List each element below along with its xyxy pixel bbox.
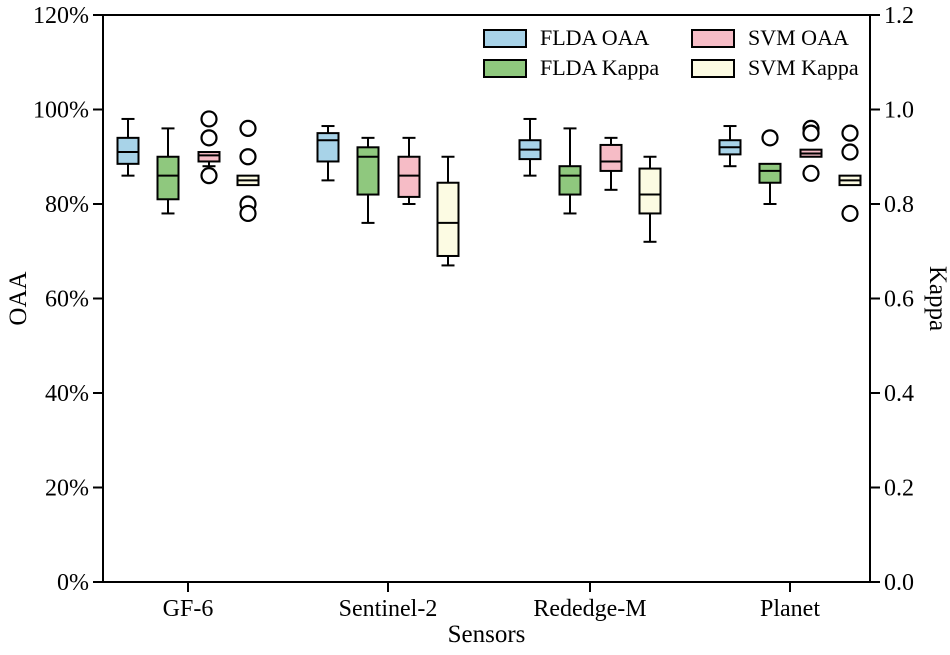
y-left-tick-label: 60% [45,287,89,313]
y-right-tick-label: 0.6 [884,287,914,313]
outlier-point [200,129,218,147]
box-flda-kappa-gf-6 [156,155,180,201]
legend-label-svm-kappa: SVM Kappa [748,55,859,80]
legend-swatch-svm-oaa [691,29,735,48]
box-svm-oaa-gf-6 [197,151,221,163]
box-svm-oaa-sentinel-2 [397,155,421,198]
legend-label-flda-oaa: FLDA OAA [540,25,650,50]
series-flda-oaa [116,117,742,182]
y-right-tick-label: 0.2 [884,476,914,502]
series-svm-oaa [197,110,823,205]
legend-label-svm-oaa: SVM OAA [748,25,849,50]
y-left-axis-title: OAA [5,271,32,325]
y-right-tick-label: 0.0 [884,570,914,596]
series-flda-kappa [156,127,782,224]
box-flda-kappa-sentinel-2 [356,146,380,196]
outlier-point [802,164,820,182]
legend-swatch-flda-oaa [483,29,527,48]
legend-swatch-svm-kappa [691,59,735,78]
box-svm-kappa-rededge-m [638,167,662,215]
y-left-tick-label: 120% [33,3,89,29]
box-flda-kappa-rededge-m [558,165,582,196]
outlier-point [841,143,859,161]
legend-swatch-flda-kappa [483,59,527,78]
outlier-point [841,204,859,223]
x-axis-title: Sensors [448,621,526,648]
y-left-tick-label: 80% [45,192,89,218]
x-tick-label-sentinel-2: Sentinel-2 [339,596,438,622]
plot-frame [102,14,871,583]
outlier-point [802,124,820,142]
y-left-tick-label: 100% [33,98,89,124]
x-tick-label-planet: Planet [760,596,820,622]
box-svm-oaa-rededge-m [599,143,623,172]
outlier-point [841,124,859,142]
outlier-point [200,167,218,185]
box-svm-kappa-sentinel-2 [436,181,460,257]
box-flda-kappa-planet [758,162,782,184]
legend-label-flda-kappa: FLDA Kappa [540,55,659,80]
y-right-tick-label: 0.8 [884,192,914,218]
y-right-tick-label: 0.4 [884,381,914,407]
outlier-point [239,148,257,166]
x-tick-label-gf-6: GF-6 [163,596,214,622]
y-right-tick-label: 1.2 [884,3,914,29]
y-left-tick-label: 40% [45,381,89,407]
outlier-point [200,110,218,128]
box-flda-oaa-gf-6 [116,136,140,165]
outlier-point [239,119,257,137]
series-svm-kappa [236,119,862,267]
y-left-tick-label: 20% [45,476,89,502]
outlier-point [761,129,779,147]
x-tick-label-rededge-m: Rededge-M [533,596,646,622]
y-left-tick-label: 0% [57,570,89,596]
y-right-axis-title: Kappa [924,266,950,331]
outlier-point [239,204,257,223]
y-right-tick-label: 1.0 [884,98,914,124]
box-flda-oaa-sentinel-2 [316,132,340,163]
legend: FLDA OAA FLDA Kappa SVM OAA SVM Kappa [483,25,859,80]
